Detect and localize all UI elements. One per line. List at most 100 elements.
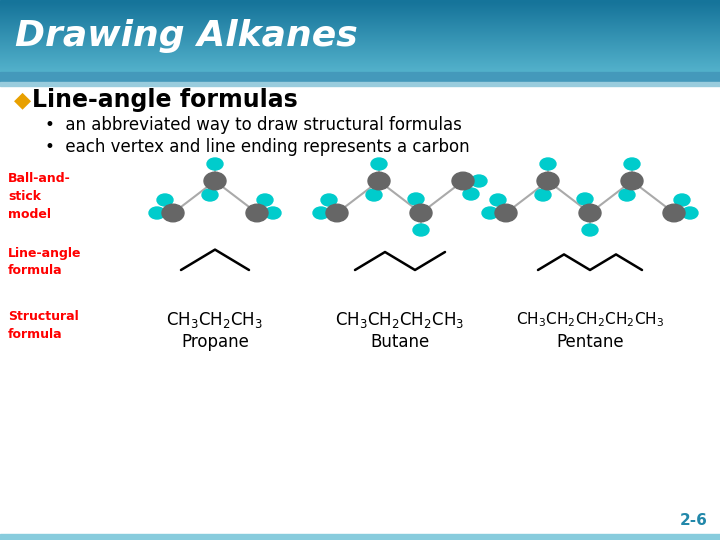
Ellipse shape	[207, 158, 223, 170]
Bar	[0, 32, 720, 33]
Bar	[0, 58, 720, 59]
Text: Propane: Propane	[181, 333, 249, 351]
Bar	[0, 20, 720, 21]
Ellipse shape	[579, 204, 601, 222]
Bar	[0, 31, 720, 32]
Ellipse shape	[482, 207, 498, 219]
Bar	[0, 4, 720, 5]
Bar	[0, 27, 720, 28]
Bar	[0, 9, 720, 10]
Bar	[0, 71, 720, 72]
Bar	[0, 0, 720, 1]
Text: •  each vertex and line ending represents a carbon: • each vertex and line ending represents…	[45, 138, 469, 156]
Ellipse shape	[624, 158, 640, 170]
Bar	[0, 17, 720, 18]
Bar	[0, 16, 720, 17]
Ellipse shape	[257, 194, 273, 206]
Ellipse shape	[157, 194, 173, 206]
Bar	[0, 3, 720, 4]
Text: CH$_3$CH$_2$CH$_2$CH$_2$CH$_3$: CH$_3$CH$_2$CH$_2$CH$_2$CH$_3$	[516, 310, 664, 329]
Ellipse shape	[682, 207, 698, 219]
Bar	[0, 41, 720, 42]
Bar	[0, 36, 720, 37]
Ellipse shape	[621, 172, 643, 190]
Text: CH$_3$CH$_2$CH$_2$CH$_3$: CH$_3$CH$_2$CH$_2$CH$_3$	[336, 310, 464, 330]
Bar	[0, 1, 720, 2]
Bar	[0, 38, 720, 39]
Text: ◆: ◆	[14, 90, 31, 110]
Bar	[0, 26, 720, 27]
Ellipse shape	[540, 158, 556, 170]
Bar	[0, 33, 720, 34]
Bar	[0, 66, 720, 67]
Bar	[0, 29, 720, 30]
Bar	[0, 15, 720, 16]
Bar	[0, 55, 720, 56]
Bar	[0, 21, 720, 22]
Ellipse shape	[582, 224, 598, 236]
Bar	[0, 22, 720, 23]
Bar	[0, 48, 720, 49]
Ellipse shape	[149, 207, 165, 219]
Bar	[0, 12, 720, 13]
Bar	[0, 44, 720, 45]
Bar	[0, 54, 720, 55]
Bar	[0, 72, 720, 82]
Bar	[0, 30, 720, 31]
Ellipse shape	[366, 189, 382, 201]
Bar	[0, 68, 720, 69]
Bar	[0, 49, 720, 50]
Bar	[0, 14, 720, 15]
Ellipse shape	[313, 207, 329, 219]
Bar	[0, 43, 720, 44]
Text: Pentane: Pentane	[556, 333, 624, 351]
Ellipse shape	[490, 194, 506, 206]
Text: Line-angle
formula: Line-angle formula	[8, 246, 81, 278]
Bar	[0, 19, 720, 20]
Ellipse shape	[537, 172, 559, 190]
Bar	[0, 60, 720, 61]
Bar	[0, 23, 720, 24]
Text: Butane: Butane	[370, 333, 430, 351]
Bar	[0, 42, 720, 43]
Ellipse shape	[368, 172, 390, 190]
Bar	[0, 34, 720, 35]
Ellipse shape	[413, 224, 429, 236]
Text: Structural
formula: Structural formula	[8, 309, 78, 341]
Bar	[0, 53, 720, 54]
Ellipse shape	[452, 172, 474, 190]
Text: 2-6: 2-6	[680, 513, 708, 528]
Bar	[0, 47, 720, 48]
Bar	[0, 25, 720, 26]
Bar	[0, 37, 720, 38]
Bar	[0, 39, 720, 40]
Bar	[0, 11, 720, 12]
Bar	[0, 46, 720, 47]
Ellipse shape	[663, 204, 685, 222]
Ellipse shape	[162, 204, 184, 222]
Bar	[0, 2, 720, 3]
Text: Drawing Alkanes: Drawing Alkanes	[15, 19, 358, 53]
Ellipse shape	[535, 189, 551, 201]
Bar	[0, 10, 720, 11]
Ellipse shape	[246, 204, 268, 222]
Ellipse shape	[371, 158, 387, 170]
Bar	[0, 40, 720, 41]
Bar	[0, 82, 720, 86]
Ellipse shape	[619, 189, 635, 201]
Ellipse shape	[265, 207, 281, 219]
Bar	[0, 62, 720, 63]
Bar	[0, 61, 720, 62]
Bar	[0, 8, 720, 9]
Bar	[0, 57, 720, 58]
Bar	[0, 64, 720, 65]
Ellipse shape	[204, 172, 226, 190]
Ellipse shape	[495, 204, 517, 222]
Text: Line-angle formulas: Line-angle formulas	[32, 88, 298, 112]
Bar	[0, 63, 720, 64]
Bar	[0, 70, 720, 71]
Bar	[0, 18, 720, 19]
Bar	[0, 56, 720, 57]
Ellipse shape	[674, 194, 690, 206]
Bar	[0, 67, 720, 68]
